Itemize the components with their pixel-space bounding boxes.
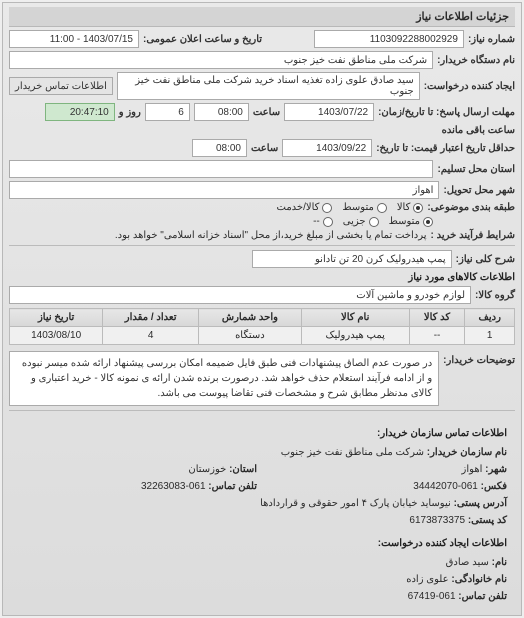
contacts-header: اطلاعات تماس سازمان خریدار: <box>17 425 507 442</box>
c-addr-value: نیوساید خیابان پارک ۴ امور حقوقی و قرارد… <box>260 498 451 509</box>
radio-dot-icon <box>377 203 387 213</box>
c-addr-label: آدرس پستی: <box>454 498 507 509</box>
radio-dot-icon <box>423 217 433 227</box>
cell-date: 1403/08/10 <box>10 327 103 345</box>
city-value: اهواز <box>9 181 439 199</box>
cr-name-label: نام: <box>492 557 507 568</box>
col-qty: تعداد / مقدار <box>103 309 199 327</box>
need-title-value: پمپ هیدرولیک کرن 20 تن تادانو <box>252 250 452 268</box>
c-org-label: نام سازمان خریدار: <box>427 447 507 458</box>
buyer-notes-value: در صورت عدم الصاق پیشنهادات فنی طبق فایل… <box>9 351 439 406</box>
need-title-label: شرح کلی نیاز: <box>456 254 515 265</box>
city-label: شهر محل تحویل: <box>443 185 515 196</box>
goods-group-label: گروه کالا: <box>475 290 515 301</box>
validity-date: 1403/09/22 <box>282 139 372 157</box>
c-fax-value: 061-34442070 <box>413 481 478 492</box>
col-date: تاریخ نیاز <box>10 309 103 327</box>
category-radio-group: کالا متوسط کالا/خدمت <box>277 202 424 213</box>
radio-dot-icon <box>413 203 423 213</box>
cr-tel-value: 061-67419 <box>408 591 456 602</box>
cell-unit: دستگاه <box>199 327 302 345</box>
buyer-notes-label: توضیحات خریدار: <box>443 351 515 366</box>
table-header-row: ردیف کد کالا نام کالا واحد شمارش تعداد /… <box>10 309 515 327</box>
buyer-org-label: نام دستگاه خریدار: <box>437 55 515 66</box>
buy-cond-label: شرایط فرآیند خرید : <box>431 230 515 241</box>
details-panel: جزئیات اطلاعات نیاز شماره نیاز: 11030922… <box>2 2 522 616</box>
countdown-timer: 20:47:10 <box>45 103 115 121</box>
cell-rownum: 1 <box>465 327 515 345</box>
radio-dot-icon <box>322 203 332 213</box>
radio-goods-label: کالا <box>397 202 411 213</box>
col-name: نام کالا <box>301 309 409 327</box>
deadline-time: 08:00 <box>194 103 249 121</box>
hour-label-2: ساعت <box>251 143 278 154</box>
days-word: روز و <box>119 107 141 118</box>
buyer-contact-button[interactable]: اطلاعات تماس خریدار <box>9 77 113 95</box>
buy-cond-value: پرداخت تمام یا بخشی از مبلغ خرید،از محل … <box>9 230 427 241</box>
c-city-label: شهر: <box>485 464 507 475</box>
creator-header: اطلاعات ایجاد کننده درخواست: <box>17 535 507 552</box>
requester-value: سید صادق علوی زاده تغذیه اسناد خرید شرکت… <box>117 72 420 100</box>
number-label: شماره نیاز: <box>468 34 515 45</box>
table-row[interactable]: 1 -- پمپ هیدرولیک دستگاه 4 1403/08/10 <box>10 327 515 345</box>
radio-c2-1-label: جزیی <box>343 216 366 227</box>
buyer-org-value: شرکت ملی مناطق نفت خیز جنوب <box>9 51 433 69</box>
c-province-value: خوزستان <box>188 464 226 475</box>
c-zip-value: 6173873375 <box>409 515 465 526</box>
radio-dot-icon <box>369 217 379 227</box>
radio-c2-1[interactable]: جزیی <box>343 216 379 227</box>
category2-radio-group: متوسط جزیی -- <box>313 216 433 227</box>
days-remaining: 6 <box>145 103 190 121</box>
c-tel-label: تلفن تماس: <box>208 481 257 492</box>
hour-label-1: ساعت <box>253 107 280 118</box>
pub-date-value: 1403/07/15 - 11:00 <box>9 30 139 48</box>
province-label: استان محل تسلیم: <box>437 164 515 175</box>
radio-c2-2[interactable]: -- <box>313 216 333 227</box>
c-tel-value: 061-32263083 <box>141 481 206 492</box>
c-city-value: اهواز <box>462 464 483 475</box>
divider <box>9 245 515 246</box>
radio-goods-service[interactable]: کالا/خدمت <box>277 202 333 213</box>
col-code: کد کالا <box>409 309 465 327</box>
cell-code: -- <box>409 327 465 345</box>
divider <box>9 410 515 411</box>
category-label: طبقه بندی موضوعی: <box>427 202 515 213</box>
col-rownum: ردیف <box>465 309 515 327</box>
radio-c2-0-label: متوسط <box>389 216 420 227</box>
province-value <box>9 160 433 178</box>
cr-name-value: سید صادق <box>446 557 489 568</box>
radio-gs-label: کالا/خدمت <box>277 202 320 213</box>
radio-c2-0[interactable]: متوسط <box>389 216 433 227</box>
contacts-block: اطلاعات تماس سازمان خریدار: نام سازمان خ… <box>9 415 515 611</box>
cell-name: پمپ هیدرولیک <box>301 327 409 345</box>
radio-medium-label: متوسط <box>342 202 373 213</box>
radio-goods[interactable]: کالا <box>397 202 424 213</box>
number-value: 1103092288002929 <box>314 30 464 48</box>
deadline-label: مهلت ارسال پاسخ: تا تاریخ/زمان: <box>378 107 515 118</box>
c-zip-label: کد پستی: <box>468 515 507 526</box>
radio-medium[interactable]: متوسط <box>342 202 386 213</box>
col-unit: واحد شمارش <box>199 309 302 327</box>
goods-header: اطلاعات کالاهای مورد نیاز <box>9 272 515 283</box>
validity-time: 08:00 <box>192 139 247 157</box>
c-org-value: شرکت ملی مناطق نفت خیز جنوب <box>281 447 424 458</box>
cell-qty: 4 <box>103 327 199 345</box>
remain-word: ساعت باقی مانده <box>442 125 515 136</box>
validity-label: حداقل تاریخ اعتبار قیمت: تا تاریخ: <box>376 143 515 154</box>
requester-label: ایجاد کننده درخواست: <box>424 81 515 92</box>
goods-table: ردیف کد کالا نام کالا واحد شمارش تعداد /… <box>9 308 515 345</box>
radio-dot-icon <box>323 217 333 227</box>
deadline-date: 1403/07/22 <box>284 103 374 121</box>
c-province-label: استان: <box>229 464 257 475</box>
goods-group-value: لوازم خودرو و ماشین آلات <box>9 286 471 304</box>
radio-c2-2-label: -- <box>313 216 320 227</box>
pub-date-label: تاریخ و ساعت اعلان عمومی: <box>143 34 262 45</box>
cr-tel-label: تلفن تماس: <box>458 591 507 602</box>
c-fax-label: فکس: <box>481 481 507 492</box>
panel-title: جزئیات اطلاعات نیاز <box>9 7 515 27</box>
